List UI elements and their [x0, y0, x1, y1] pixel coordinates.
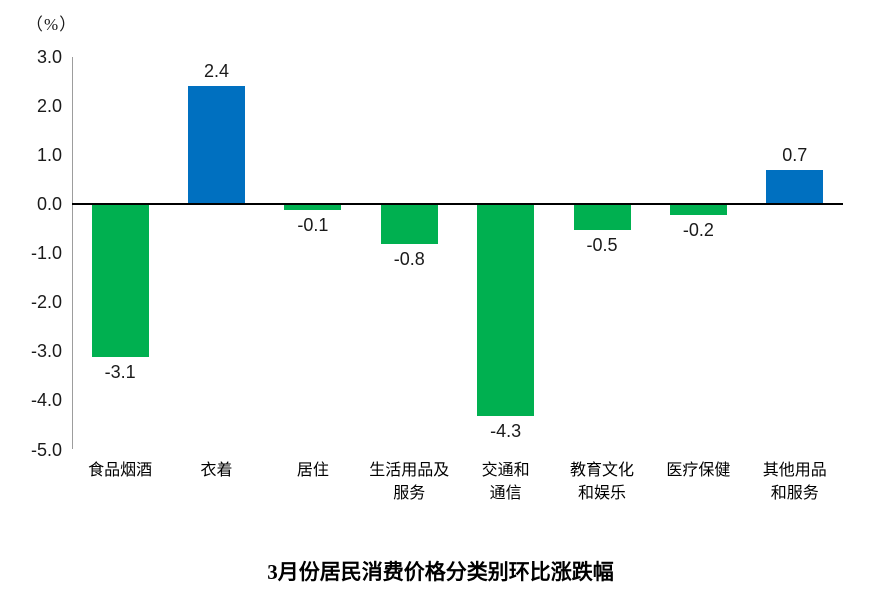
bar [766, 169, 824, 204]
bar [380, 205, 438, 245]
x-category-label: 其他用品 和服务 [762, 462, 827, 502]
zero-line [72, 203, 843, 205]
bar-value-label: -0.8 [393, 249, 425, 270]
y-tick-label: -5.0 [30, 439, 62, 460]
y-tick-label: -4.0 [30, 390, 62, 411]
bar [477, 205, 535, 417]
y-tick-label: -2.0 [30, 292, 62, 313]
plot-area: 3.0 2.0 1.0 0.0 -1.0 -2.0 -3.0 -4.0 -5.0 -3.1 食品烟酒… [30, 46, 843, 502]
x-category-label: 医疗保健 [666, 462, 731, 479]
chart-title: 3月份居民消费价格分类别环比涨跌幅 [267, 560, 614, 584]
y-axis-line [72, 56, 73, 450]
y-tick-label: 2.0 [36, 95, 62, 116]
x-category-label: 交通和 通信 [481, 462, 530, 502]
y-tick-label: -3.0 [30, 341, 62, 362]
bar-value-label: -0.2 [682, 219, 714, 240]
y-tick-label: 3.0 [36, 46, 62, 67]
bar-value-label: -4.3 [490, 421, 522, 442]
bar [669, 205, 727, 215]
x-category-label: 居住 [296, 462, 329, 479]
y-tick-label: -1.0 [30, 243, 62, 264]
bar [573, 205, 631, 230]
x-category-label: 生活用品及 服务 [369, 462, 450, 502]
y-tick-label: 0.0 [36, 194, 62, 214]
bar [91, 205, 149, 358]
bar-value-label: -3.1 [104, 362, 136, 383]
bar-value-label: 2.4 [204, 61, 230, 82]
bar-value-label: -0.5 [586, 234, 618, 255]
x-category-label: 衣着 [200, 462, 233, 479]
x-category-label: 食品烟酒 [88, 462, 153, 479]
x-category-label: 教育文化 和娱乐 [570, 462, 635, 502]
y-axis-unit-label: （%） [26, 15, 78, 34]
bar-value-label: -0.1 [297, 214, 329, 235]
bar [188, 86, 246, 204]
y-tick-label: 1.0 [36, 144, 62, 165]
bar [284, 205, 342, 210]
bar-value-label: 0.7 [782, 144, 808, 165]
